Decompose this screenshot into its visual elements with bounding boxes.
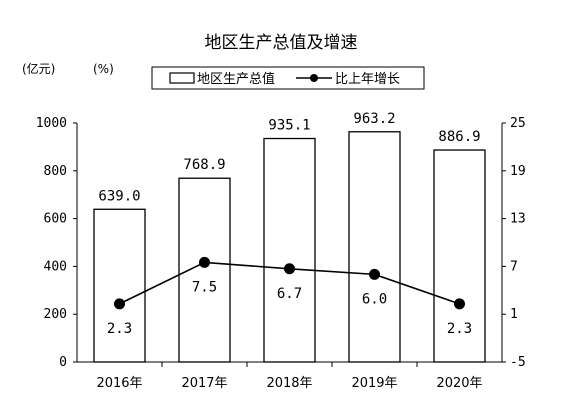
growth-value-label: 2.3	[447, 321, 472, 337]
growth-point	[284, 263, 295, 275]
right-axis-tick-label: 13	[510, 212, 526, 227]
right-axis-tick-label: 25	[510, 116, 526, 131]
bar-value-label: 639.0	[98, 188, 140, 204]
bar	[93, 208, 146, 363]
bar-value-label: 768.9	[183, 157, 225, 173]
plot-area: 0 200 400 600 800 1000 -5 1 7 13 19 25 2016年 2017年 201…	[36, 111, 526, 391]
right-axis-unit: (%)	[93, 62, 114, 76]
growth-point	[454, 298, 465, 310]
growth-value-label: 7.5	[192, 279, 217, 295]
x-axis-tick-label: 2019年	[351, 376, 397, 391]
left-axis-tick-label: 1000	[36, 116, 67, 131]
x-axis-tick-label: 2017年	[181, 376, 227, 391]
bar-value-label: 886.9	[438, 129, 480, 145]
bar-value-label: 935.1	[268, 118, 310, 134]
growth-point	[369, 268, 380, 280]
bar	[433, 149, 486, 363]
chart-title: 地区生产总值及增速	[205, 33, 358, 53]
right-axis-tick-label: -5	[510, 355, 526, 370]
x-axis-tick-label: 2018年	[266, 376, 312, 391]
left-axis-tick-label: 200	[44, 307, 67, 322]
left-axis-tick-label: 600	[44, 212, 67, 227]
legend-line-marker	[310, 74, 318, 82]
legend-line-label: 比上年增长	[335, 72, 400, 87]
growth-value-label: 2.3	[107, 321, 132, 337]
left-axis-tick-label: 800	[44, 164, 67, 179]
right-axis-tick-label: 7	[510, 259, 518, 274]
right-axis-tick-label: 1	[510, 307, 518, 322]
left-axis-tick-label: 400	[44, 259, 67, 274]
bar	[348, 131, 401, 363]
legend-bar-label: 地区生产总值	[197, 71, 275, 87]
growth-point	[199, 256, 210, 268]
legend-frame	[151, 66, 425, 90]
left-axis-tick-label: 0	[59, 355, 67, 370]
bar-value-label: 963.2	[353, 111, 395, 127]
legend-bar-swatch	[169, 72, 195, 84]
x-axis-tick-label: 2020年	[436, 376, 482, 391]
growth-point	[114, 298, 125, 310]
growth-value-label: 6.0	[362, 291, 387, 307]
bar	[263, 137, 316, 363]
legend: 地区生产总值 比上年增长	[151, 66, 425, 90]
left-axis-unit: (亿元)	[22, 61, 55, 76]
x-axis-tick-label: 2016年	[96, 376, 142, 391]
bar	[178, 177, 231, 363]
right-axis-tick-label: 19	[510, 164, 526, 179]
growth-value-label: 6.7	[277, 286, 302, 302]
